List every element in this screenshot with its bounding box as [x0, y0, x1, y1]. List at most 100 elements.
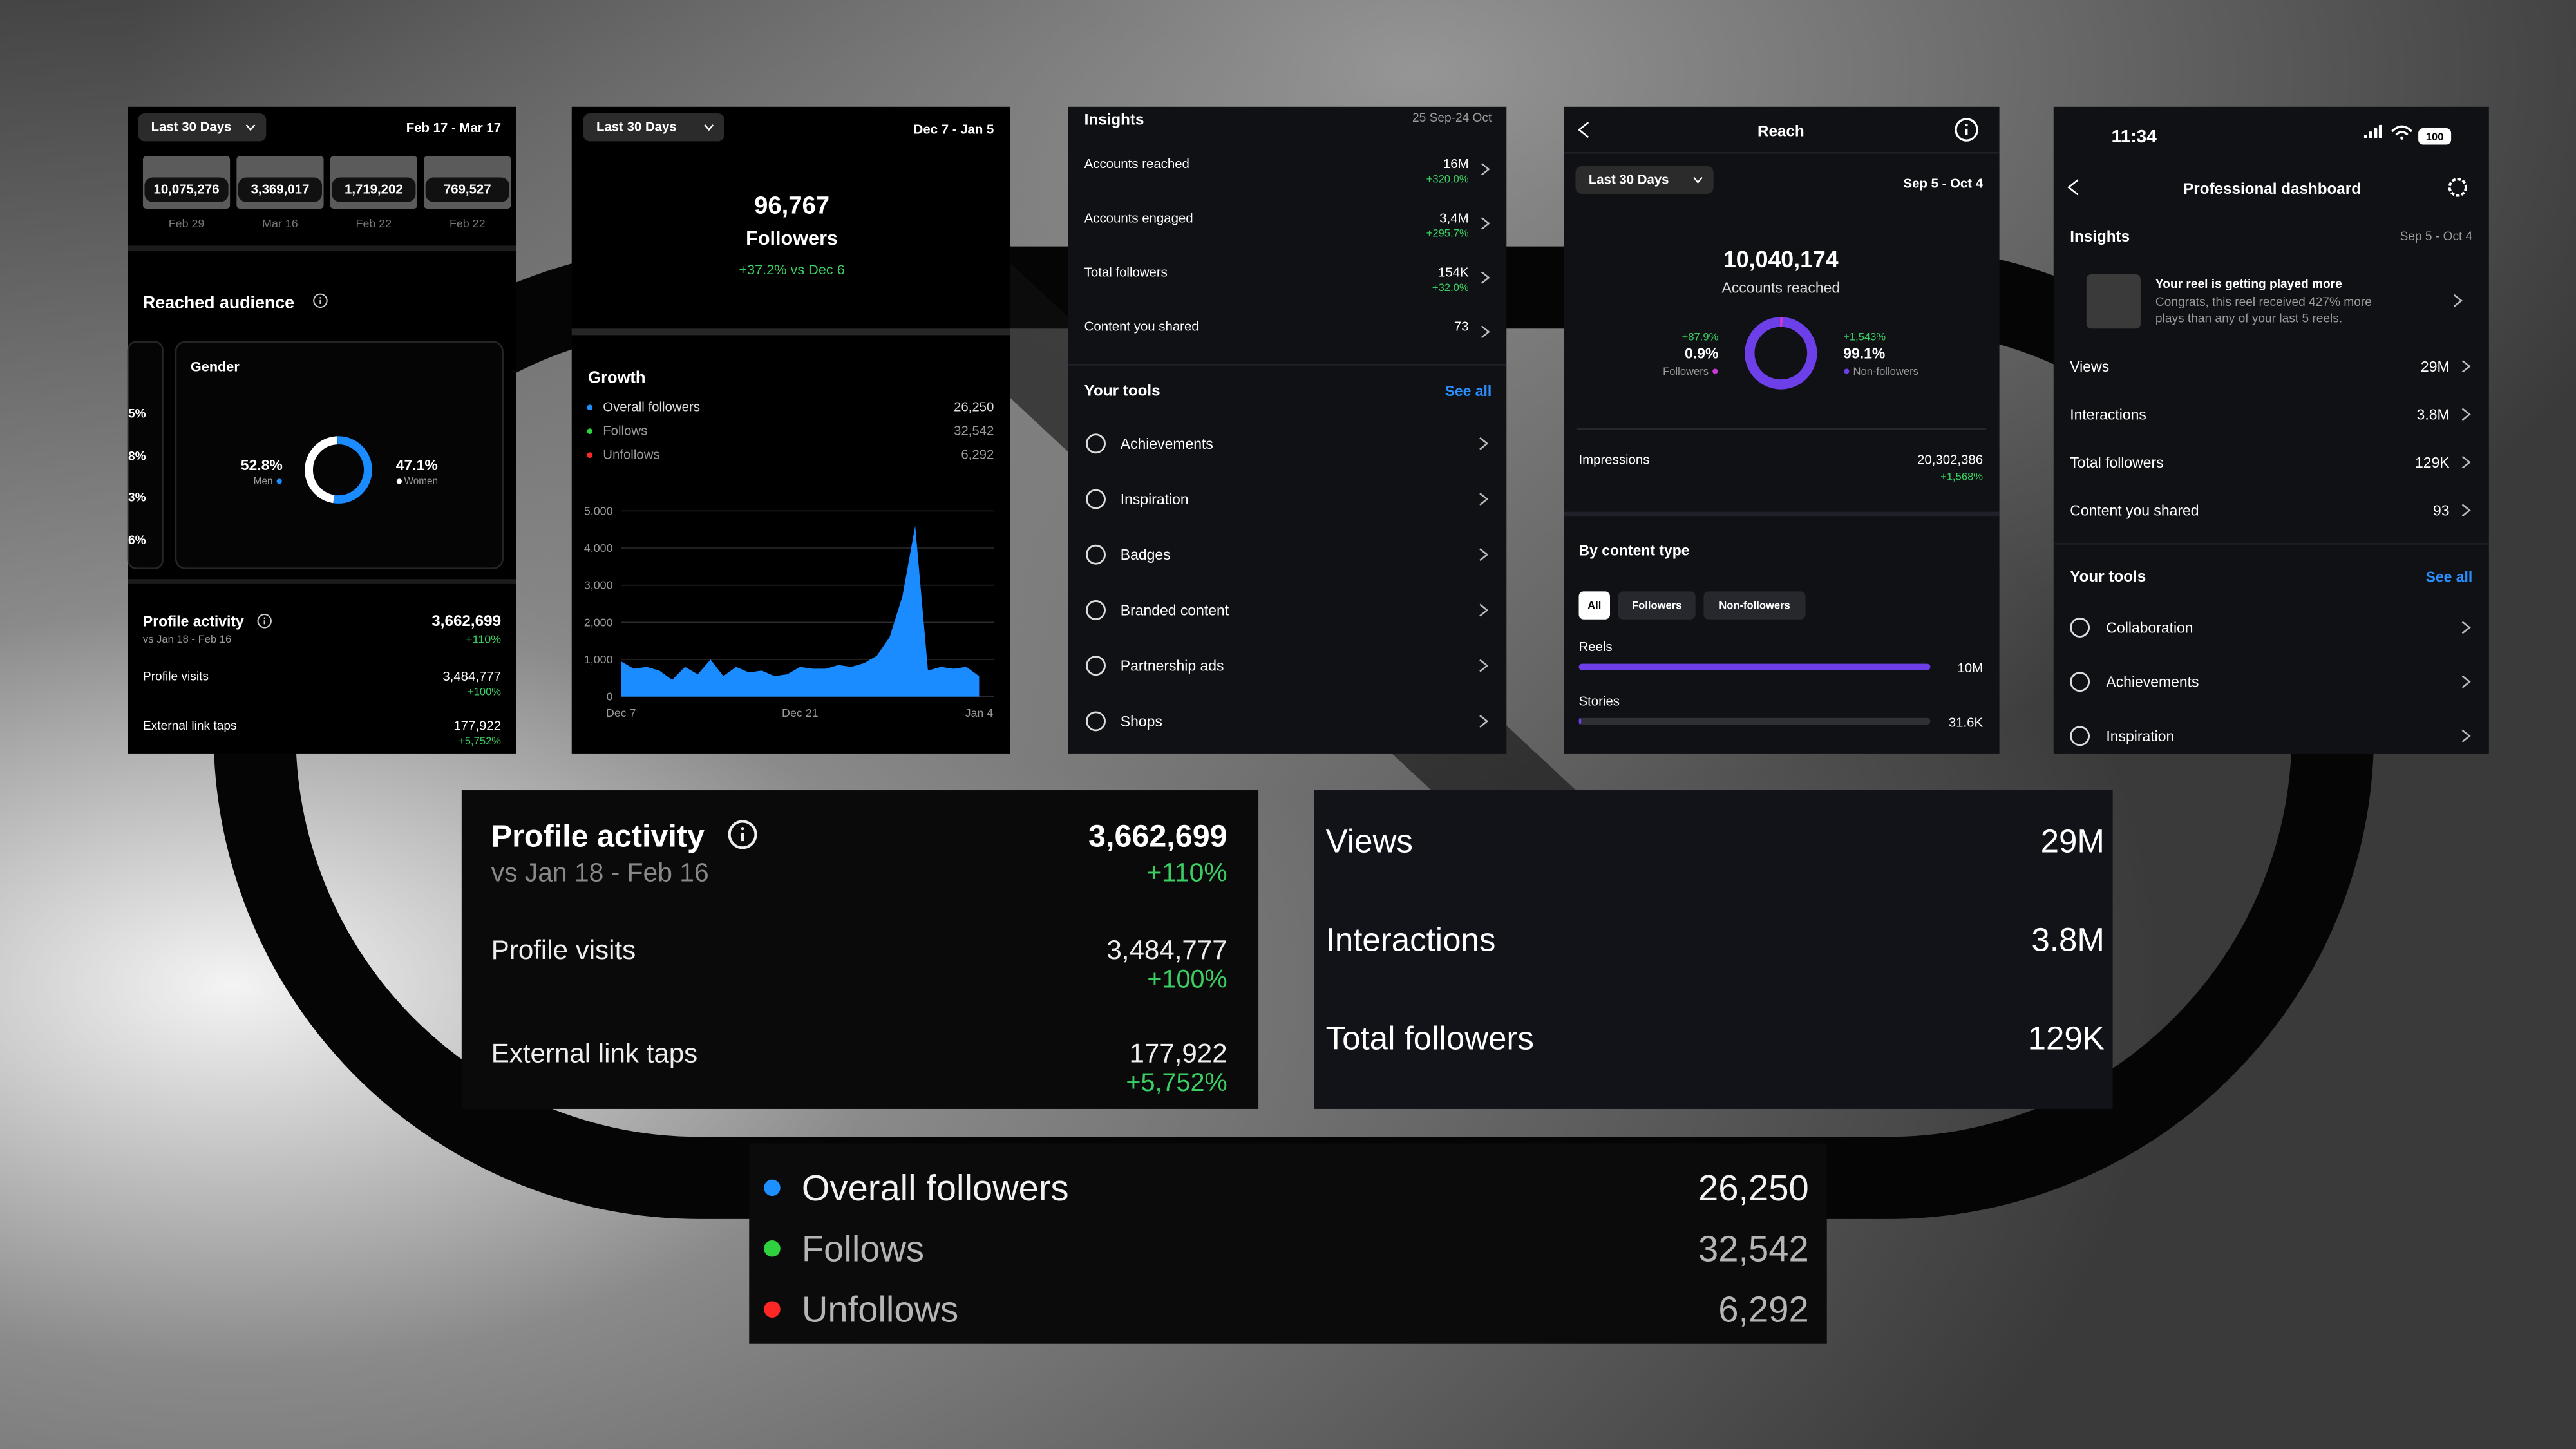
tool-item[interactable]: Branded content: [1121, 601, 1229, 618]
see-all-link[interactable]: See all: [2426, 568, 2473, 585]
tool-item[interactable]: Badges: [1121, 546, 1171, 563]
bar-track: [1578, 717, 1931, 724]
chevron: [1481, 271, 1490, 285]
label: Followers: [1663, 365, 1709, 377]
legend-dot: [1844, 368, 1850, 374]
chevron: [1479, 659, 1489, 672]
filter-chip[interactable]: [1578, 591, 1610, 620]
tool-item[interactable]: Inspiration: [2106, 728, 2174, 744]
donut-segment: [305, 436, 372, 504]
label: Women: [404, 476, 438, 487]
chevron: [1479, 493, 1489, 506]
label: +100%: [1147, 965, 1227, 993]
count-badge: [238, 177, 322, 202]
see-all-link[interactable]: See all: [1445, 383, 1492, 399]
card: [127, 341, 164, 569]
y-tick-label: 2,000: [584, 616, 613, 629]
label: +1,568%: [1940, 470, 1983, 482]
panel: [1068, 106, 1507, 754]
label: +295,7%: [1426, 227, 1469, 240]
chevron: [1577, 122, 1589, 138]
tool-item[interactable]: Achievements: [1121, 435, 1213, 452]
reel-thumbnail: [2086, 274, 2141, 329]
legend-dot: [764, 1179, 781, 1197]
label: Views: [1326, 823, 1413, 860]
tool-item[interactable]: Inspiration: [1121, 491, 1189, 507]
label: Growth: [588, 369, 645, 387]
label: Overall followers: [802, 1168, 1069, 1208]
label: Profile visits: [491, 934, 636, 965]
label: 3,4M: [1439, 211, 1468, 225]
tool-icon: [2070, 672, 2090, 692]
label: 3%: [128, 491, 146, 504]
label: 93: [2433, 502, 2450, 518]
label: 3.8M: [2417, 406, 2450, 422]
signal-icon: [2369, 131, 2372, 138]
label: Content you shared: [1084, 320, 1199, 334]
info-icon: [313, 293, 328, 308]
label: +110%: [466, 632, 501, 645]
info-icon: [741, 827, 744, 831]
chevron: [2067, 179, 2079, 196]
tool-icon: [1086, 489, 1106, 509]
tool-icon: [1086, 433, 1106, 454]
label: 129K: [2415, 454, 2450, 471]
label: Feb 17 - Mar 17: [406, 121, 501, 135]
tool-item[interactable]: Partnership ads: [1121, 658, 1224, 674]
date-range-button[interactable]: [138, 113, 267, 142]
label: 10,075,276: [154, 183, 220, 197]
label: Total followers: [1326, 1020, 1534, 1057]
label: Mar 16: [262, 217, 298, 230]
tool-icon: [1086, 600, 1106, 620]
label: Unfollows: [802, 1289, 958, 1330]
tool-icon: [1086, 711, 1106, 732]
info-icon: [1955, 118, 1978, 142]
tool-item[interactable]: Achievements: [2106, 674, 2199, 690]
bar: [1578, 663, 1931, 670]
wifi-icon: [2400, 136, 2404, 140]
y-tick-label: 5,000: [584, 504, 613, 517]
label: 47.1%: [396, 457, 438, 473]
label: 3,369,017: [251, 183, 310, 197]
tool-item[interactable]: Collaboration: [2106, 619, 2193, 636]
label: +320,0%: [1426, 173, 1469, 185]
label: 1,719,202: [345, 183, 403, 197]
label: +1,543%: [1843, 330, 1886, 343]
panel: [571, 106, 1010, 754]
label: Profile activity: [143, 612, 244, 629]
label: +32,0%: [1432, 281, 1469, 294]
tool-item[interactable]: Shops: [1121, 713, 1162, 730]
label: Feb 22: [356, 217, 392, 230]
y-tick-label: 3,000: [584, 579, 613, 592]
legend-dot: [587, 404, 593, 410]
filter-chip[interactable]: [1703, 591, 1806, 620]
filter-label: Followers: [1632, 600, 1681, 612]
y-tick-label: 0: [607, 690, 613, 703]
date-range-button[interactable]: [1575, 166, 1714, 194]
label: 20,302,386: [1917, 453, 1983, 467]
label: +37.2% vs Dec 6: [739, 261, 844, 278]
label: Your tools: [1084, 383, 1160, 400]
chevron: [2461, 455, 2471, 469]
chevron: [1479, 714, 1489, 728]
label: +110%: [1146, 858, 1227, 887]
date-range-button[interactable]: [583, 113, 724, 142]
label: Followers: [746, 227, 838, 249]
info-icon: [263, 617, 265, 619]
x-tick-label: Jan 4: [965, 706, 994, 719]
label: By content type: [1579, 542, 1690, 559]
label: 31.6K: [1949, 715, 1984, 730]
label: Sep 5 - Oct 4: [2400, 230, 2473, 243]
label: +87.9%: [1682, 330, 1719, 343]
label: plays than any of your last 5 reels.: [2155, 312, 2342, 325]
legend-dot: [396, 478, 402, 484]
label: 96,767: [754, 191, 829, 219]
label: Interactions: [1326, 922, 1496, 958]
filter-chip[interactable]: [1618, 591, 1696, 620]
chevron: [1479, 603, 1489, 617]
label: Profile visits: [143, 670, 209, 684]
label: Impressions: [1579, 453, 1650, 467]
label: 0.9%: [1685, 345, 1718, 361]
x-tick-label: Dec 7: [606, 706, 636, 719]
